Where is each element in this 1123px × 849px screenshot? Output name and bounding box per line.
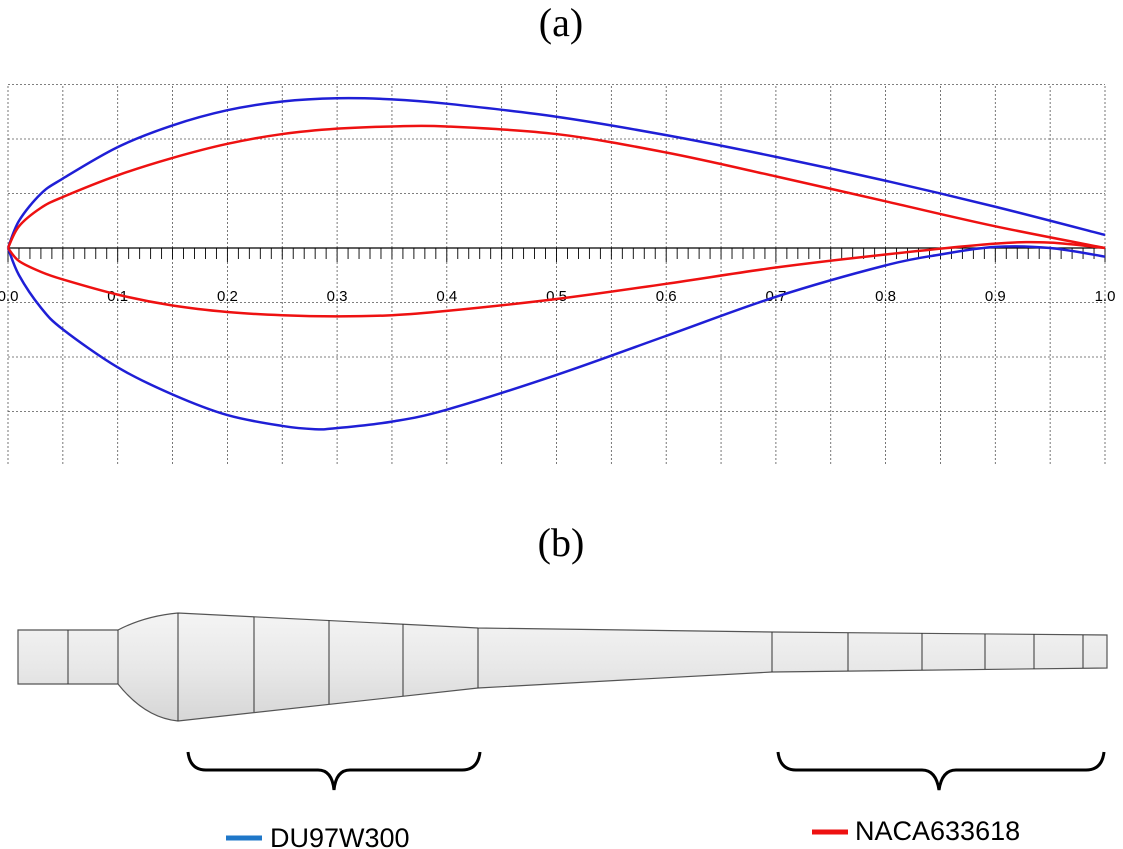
x-tick-label: 1.0: [1095, 288, 1116, 305]
panel-a-label: (a): [539, 0, 583, 45]
x-tick-label: 0.5: [546, 288, 567, 305]
brace-du97w300: [186, 751, 482, 791]
x-tick-label: 0.2: [217, 288, 238, 305]
legend: DU97W300 NACA633618: [226, 816, 1020, 849]
blade-diagram: [17, 612, 1108, 791]
series-line-du97w300-upper: [6, 96, 1106, 249]
series-line-naca633618-lower: [7, 240, 1106, 318]
x-tick-label: 0.6: [656, 288, 677, 305]
x-axis-tick-labels: 0.0 0.1 0.2 0.3 0.4 0.5 0.6 0.7 0.8 0.9 1.0: [0, 288, 1115, 305]
legend-label-du97w300: DU97W300: [270, 823, 410, 849]
airfoil-curves: [6, 96, 1106, 431]
blade-body: [17, 612, 1108, 722]
legend-label-naca633618: NACA633618: [855, 816, 1020, 846]
x-tick-label: 0.3: [327, 288, 348, 305]
series-line-naca633618-upper: [6, 124, 1106, 250]
series-line-du97w300-lower: [6, 245, 1106, 431]
blade-section-dividers: [67, 613, 1084, 721]
x-tick-label: 0.8: [875, 288, 896, 305]
panel-b-label: (b): [538, 520, 585, 565]
x-tick-label: 0.4: [436, 288, 457, 305]
x-tick-label: 0.9: [985, 288, 1006, 305]
brace-naca633618: [776, 751, 1106, 791]
plot-grid: [7, 84, 1106, 465]
airfoil-plot: 0.0 0.1 0.2 0.3 0.4 0.5 0.6 0.7 0.8 0.9 1.0: [0, 75, 1115, 466]
x-tick-label: 0.0: [0, 288, 18, 305]
